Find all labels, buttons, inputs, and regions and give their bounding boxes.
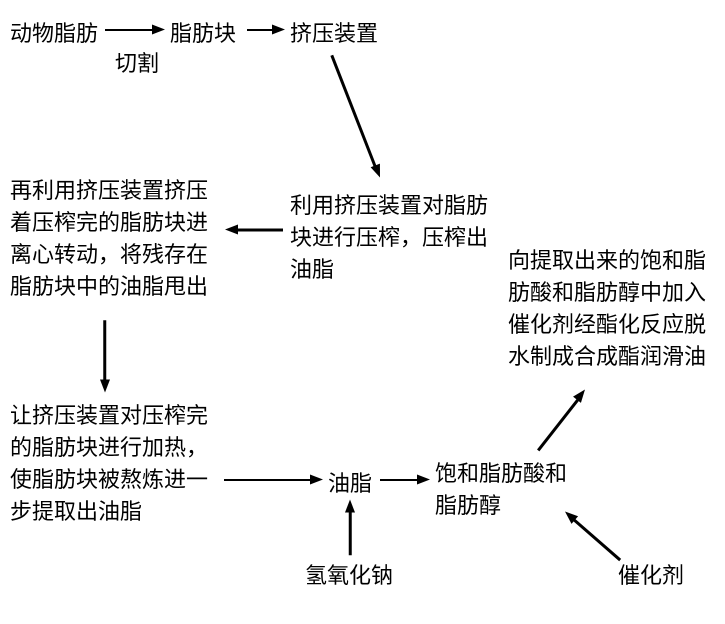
flow-node-naoh: 氢氧化钠	[305, 560, 400, 592]
arrow-head-icon	[225, 225, 238, 235]
flow-edge-sat_acid_alc-to-ester_lube	[537, 399, 579, 451]
flow-edge-catalyst-to-sat_acid_alc	[573, 519, 621, 561]
flow-edge-press_out_oil-to-centrifuge	[237, 229, 283, 232]
arrow-head-icon	[310, 475, 323, 485]
flow-edge-heat_render-to-oil	[224, 479, 311, 482]
flow-node-heat_render: 让挤压装置对压榨完 的脂肪块进行加热， 使脂肪块被熬炼进一 步提取出油脂	[10, 400, 220, 528]
flow-node-oil: 油脂	[328, 468, 378, 500]
flow-node-centrifuge: 再利用挤压装置挤压 着压榨完的脂肪块进 离心转动，将残存在 脂肪块中的油脂甩出	[10, 175, 220, 303]
flow-node-catalyst: 催化剂	[618, 560, 693, 592]
arrow-head-icon	[345, 500, 355, 513]
flow-edge-extrusion_dev-to-press_out_oil	[331, 55, 377, 168]
flow-node-press_out_oil: 利用挤压装置对脂肪 块进行压榨，压榨出 油脂	[290, 190, 500, 286]
arrow-head-icon	[272, 25, 285, 35]
flow-edge-centrifuge-to-heat_render	[104, 320, 107, 381]
flow-edge-fat_block-to-extrusion_dev	[247, 29, 273, 32]
arrow-head-icon	[371, 164, 385, 180]
arrow-head-icon	[100, 380, 110, 393]
arrow-head-icon	[152, 25, 165, 35]
flow-node-fat_block: 脂肪块	[170, 18, 245, 50]
flow-node-cut_label: 切割	[115, 48, 165, 80]
flow-node-extrusion_dev: 挤压装置	[290, 18, 385, 50]
flow-edge-oil-to-sat_acid_alc	[380, 479, 418, 482]
flow-node-ester_lube: 向提取出来的饱和脂 肪酸和脂肪醇中加入 催化剂经酯化反应脱 水制成合成酯润滑油	[508, 245, 723, 373]
flow-edge-naoh-to-oil	[349, 512, 352, 555]
arrow-head-icon	[417, 475, 430, 485]
flow-node-animal_fat: 动物脂肪	[10, 18, 105, 50]
flow-edge-animal_fat-to-fat_block	[105, 29, 153, 32]
flow-node-sat_acid_alc: 饱和脂肪酸和 脂肪醇	[435, 458, 580, 522]
